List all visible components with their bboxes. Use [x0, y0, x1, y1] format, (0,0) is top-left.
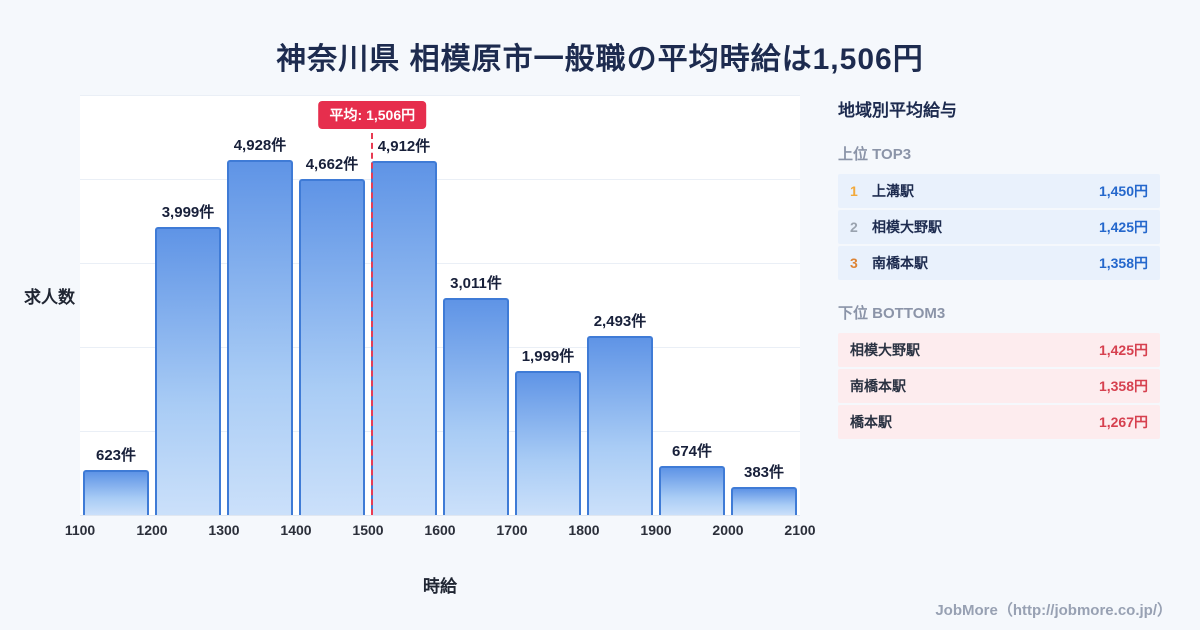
- x-tick-label: 1200: [136, 522, 168, 538]
- station-name: 南橋本駅: [872, 255, 928, 271]
- bar-value-label: 4,912件: [377, 138, 431, 156]
- bar-slot: 3,999件: [152, 95, 224, 515]
- bar: [659, 466, 725, 515]
- x-tick-label: 1700: [496, 522, 528, 538]
- bar: [587, 335, 653, 515]
- y-axis-label: 求人数: [24, 288, 75, 307]
- bottom3-table: 相模大野駅 1,425円 南橋本駅 1,358円 橋本駅 1,267円: [838, 333, 1160, 439]
- table-row: 1 上溝駅 1,450円: [838, 174, 1160, 208]
- x-tick-label: 2100: [784, 522, 816, 538]
- top3-heading: 上位 TOP3: [838, 146, 912, 163]
- bar-value-label: 3,999件: [161, 204, 215, 222]
- salary-value: 1,425円: [1098, 219, 1148, 235]
- average-line: [371, 133, 374, 515]
- x-tick-label: 1900: [640, 522, 672, 538]
- bar-value-label: 4,928件: [233, 137, 287, 155]
- bar-value-label: 2,493件: [593, 312, 647, 330]
- x-axis-label: 時給: [423, 577, 457, 596]
- bar: [299, 179, 365, 515]
- station-name: 南橋本駅: [850, 378, 906, 394]
- station-name: 橋本駅: [850, 414, 892, 430]
- bar: [731, 487, 797, 515]
- bar: [83, 470, 149, 515]
- rank-badge: 2: [850, 219, 858, 235]
- page-title: 神奈川県 相模原市一般職の平均時給は1,506円: [276, 43, 924, 76]
- bar-slot: 674件: [656, 95, 728, 515]
- table-row: 相模大野駅 1,425円: [838, 333, 1160, 367]
- bars: 623件 3,999件 4,928件 4,662件 4,912件 3,011件 1,999件…: [80, 95, 800, 515]
- bar-slot: 623件: [80, 95, 152, 515]
- x-tick-label: 1400: [280, 522, 312, 538]
- salary-value: 1,358円: [1098, 255, 1148, 271]
- x-tick-label: 1300: [208, 522, 240, 538]
- bar-value-label: 3,011件: [450, 275, 502, 293]
- x-tick-label: 1800: [568, 522, 600, 538]
- bar-slot: 3,011件: [440, 95, 512, 515]
- x-ticks: 1100 1200 1300 1400 1500 1600 1700 1800 1900 2000…: [65, 522, 816, 542]
- bar-slot: 383件: [728, 95, 800, 515]
- histogram-chart: 623件 3,999件 4,928件 4,662件 4,912件 3,011件 1,999件…: [80, 95, 800, 516]
- region-salary-panel: 地域別平均給与 上位 TOP3 1 上溝駅 1,450円 2 相模大野駅 1,4…: [838, 96, 1160, 441]
- x-tick-label: 1100: [64, 522, 96, 538]
- x-tick-label: 1500: [352, 522, 384, 538]
- rank-badge: 3: [850, 255, 858, 271]
- bar-value-label: 623件: [95, 447, 137, 465]
- average-badge: 平均: 1,506円: [318, 101, 427, 129]
- station-name: 上溝駅: [872, 183, 914, 199]
- x-tick-label: 2000: [712, 522, 744, 538]
- x-tick-label: 1600: [424, 522, 456, 538]
- salary-value: 1,267円: [1098, 414, 1148, 430]
- station-name: 相模大野駅: [850, 342, 920, 358]
- bar-slot: 1,999件: [512, 95, 584, 515]
- bottom3-heading: 下位 BOTTOM3: [838, 305, 946, 322]
- bar-slot: 4,928件: [224, 95, 296, 515]
- salary-value: 1,425円: [1098, 342, 1148, 358]
- bar-value-label: 4,662件: [305, 156, 359, 174]
- panel-title: 地域別平均給与: [838, 101, 957, 120]
- rank-badge: 1: [850, 183, 858, 199]
- table-row: 3 南橋本駅 1,358円: [838, 246, 1160, 280]
- bar: [515, 371, 581, 515]
- bar: [371, 161, 437, 515]
- salary-value: 1,358円: [1098, 378, 1148, 394]
- bar-value-label: 1,999件: [521, 348, 575, 366]
- bar-value-label: 674件: [671, 443, 713, 461]
- table-row: 南橋本駅 1,358円: [838, 369, 1160, 403]
- watermark-credit: JobMore（http://jobmore.co.jp/）: [935, 602, 1172, 619]
- table-row: 橋本駅 1,267円: [838, 405, 1160, 439]
- bar-slot: 2,493件: [584, 95, 656, 515]
- bar-slot: 4,912件: [368, 95, 440, 515]
- bar: [155, 227, 221, 515]
- table-row: 2 相模大野駅 1,425円: [838, 210, 1160, 244]
- bar: [227, 160, 293, 515]
- bar-slot: 4,662件: [296, 95, 368, 515]
- bar-value-label: 383件: [743, 464, 785, 482]
- salary-value: 1,450円: [1098, 183, 1148, 199]
- top3-table: 1 上溝駅 1,450円 2 相模大野駅 1,425円 3 南橋本駅 1,358…: [838, 174, 1160, 280]
- bar: [443, 298, 509, 515]
- station-name: 相模大野駅: [872, 219, 942, 235]
